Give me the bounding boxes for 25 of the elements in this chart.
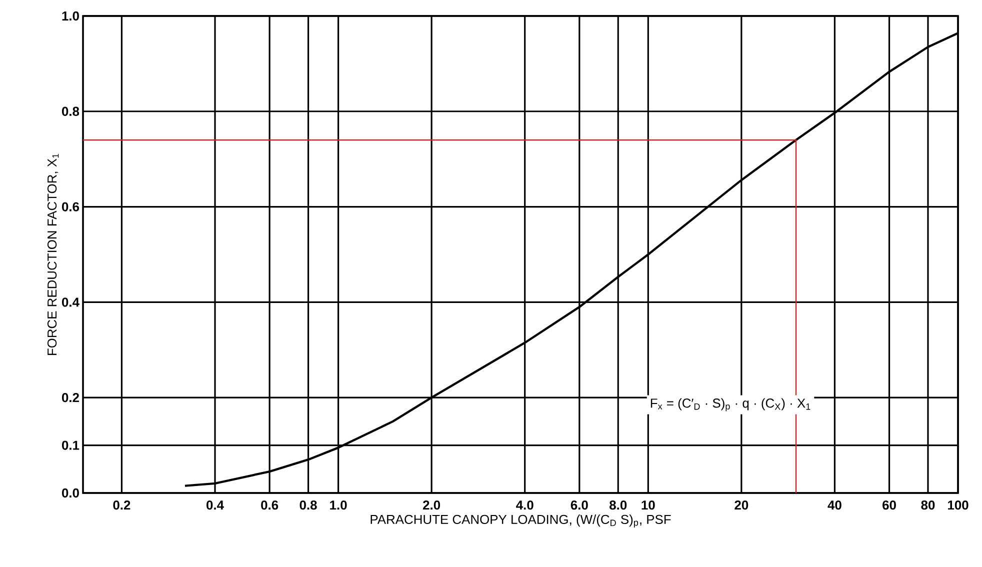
x-tick-label: 6.0 <box>570 500 588 510</box>
x-tick-label: 0.8 <box>300 500 317 510</box>
x-tick-label: 0.4 <box>206 500 224 510</box>
y-tick-label: 0.0 <box>62 488 79 498</box>
x-tick-label: 2.0 <box>423 500 440 510</box>
x-tick-label: 0.2 <box>113 500 130 510</box>
y-tick-label: 1.0 <box>62 11 79 21</box>
x-tick-label: 80 <box>921 500 935 510</box>
x-tick-label: 1.0 <box>330 500 347 510</box>
x-tick-label: 20 <box>734 500 748 510</box>
x-tick-label: 40 <box>828 500 842 510</box>
text: F$_{x}$ = (C′$_{D}$ · S)$_{p}$ · q · (C$_{X}$) · X$_{1}$ <box>650 398 810 412</box>
x-tick-label: 4.0 <box>516 500 534 510</box>
x-tick-label: 10 <box>642 500 655 510</box>
x-tick-label: 8.0 <box>610 500 627 510</box>
y-tick-label: 0.6 <box>62 202 80 212</box>
x-tick-label: 100 <box>948 500 968 510</box>
y-tick-label: 0.2 <box>62 392 79 402</box>
x-tick-label: 60 <box>882 500 896 510</box>
x-tick-label: 0.6 <box>261 500 278 510</box>
y-axis-title: FORCE REDUCTION FACTOR, X$_{1}$ <box>47 154 59 356</box>
x-axis-title: PARACHUTE CANOPY LOADING, (W/(C$_{D}$ S)$_{p}$, PSF <box>370 514 671 528</box>
y-tick-label: 0.4 <box>62 298 80 307</box>
y-tick-label: 0.1 <box>62 440 80 450</box>
y-tick-label: 0.8 <box>62 106 80 116</box>
